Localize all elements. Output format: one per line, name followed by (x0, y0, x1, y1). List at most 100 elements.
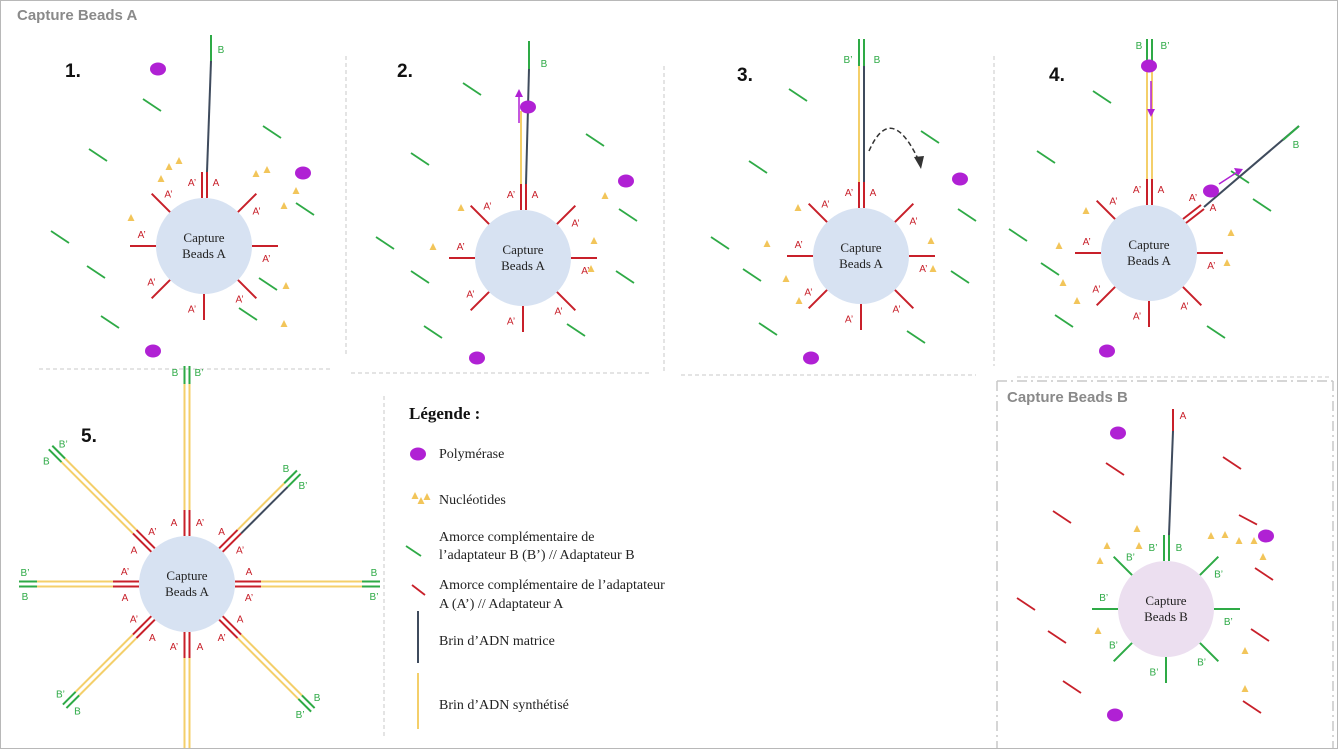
nucleotide-icon (282, 282, 290, 289)
legend-polymerase-icon (410, 447, 426, 461)
nucleotide-icon (1221, 531, 1229, 538)
primer-label: A’ (1133, 311, 1141, 322)
primer-label: A’ (188, 304, 196, 315)
adapter-b-strand (301, 694, 316, 709)
primer-b-strand (375, 236, 395, 250)
primer-label: A’ (845, 188, 853, 199)
capture-bead-a-label: Capture (502, 242, 543, 257)
primer-a-strand (1062, 680, 1082, 694)
polymerase-icon (295, 166, 311, 180)
primer-label: A (532, 190, 539, 201)
strand-label: B’ (299, 481, 308, 492)
step-4-label: 4. (1049, 65, 1065, 86)
primer-b-strand (906, 330, 926, 344)
synthesized-strand (240, 633, 303, 697)
template-strand (525, 68, 530, 185)
primer-label: B’ (1149, 543, 1158, 554)
primer-strand (556, 291, 577, 312)
capture-bead-a (1101, 205, 1197, 301)
capture-bead-a (813, 208, 909, 304)
legend-primer-b-label-2: l’adaptateur B (B’) // Adaptateur B (439, 548, 635, 563)
capture-bead-a-label: Beads A (501, 258, 545, 273)
primer-b-strand (1252, 198, 1272, 212)
nucleotide-icon (127, 214, 135, 221)
capture-bead-b (1118, 561, 1214, 657)
adapter-b-strand (297, 698, 312, 713)
strand-label: B (22, 592, 29, 603)
nucleotide-icon (1055, 242, 1063, 249)
capture-bead-a-label: Beads A (182, 246, 226, 261)
nucleotide-icon (252, 170, 260, 177)
primer-b-strand (262, 125, 282, 139)
primer-a-strand (1016, 597, 1036, 611)
strand-label: B (1293, 140, 1300, 151)
primer-b-strand (423, 325, 443, 339)
nucleotide-icon (1259, 553, 1267, 560)
primer-b-strand (920, 130, 940, 144)
primer-strand (807, 289, 828, 310)
primer-b-strand (742, 268, 762, 282)
polymerase-icon (952, 172, 968, 186)
nucleotide-icon (1241, 647, 1249, 654)
primer-b-strand (462, 82, 482, 96)
adapter-b-strand (1282, 125, 1300, 141)
primer-strand (135, 529, 156, 549)
primer-label: A’ (1109, 196, 1117, 207)
primer-label: A’ (262, 254, 270, 265)
primer-strand (135, 619, 156, 639)
nucleotide-icon (1223, 259, 1231, 266)
adapter-b-strand (283, 469, 298, 484)
polymerase-icon (520, 100, 536, 114)
primer-b-strand (758, 322, 778, 336)
nucleotide-icon (280, 202, 288, 209)
primer-b-strand (258, 277, 278, 291)
arrow-head (1234, 168, 1243, 176)
adapter-b-strand (51, 445, 66, 460)
polymerase-icon (469, 351, 485, 365)
primer-label: A’ (1133, 185, 1141, 196)
primer-a-strand (1105, 462, 1125, 476)
capture-bead-a-label: Beads A (839, 256, 883, 271)
polymerase-icon (803, 351, 819, 365)
strand-label: B (874, 55, 881, 66)
capture-bead-a-label: Capture (183, 230, 224, 245)
nucleotide-icon (457, 204, 465, 211)
primer-strand (469, 291, 490, 312)
primer-label: B’ (1197, 658, 1206, 669)
primer-label: A’ (919, 264, 927, 275)
legend-polymerase-label: Polymérase (439, 447, 505, 462)
primer-label: A’ (235, 295, 243, 306)
primer-b-strand (86, 265, 106, 279)
nucleotide-icon (417, 497, 425, 504)
primer-b-strand (1206, 325, 1226, 339)
legend-primer-b-label-1: Amorce complémentaire de (439, 530, 595, 545)
polymerase-icon (150, 62, 166, 76)
primer-label: A (1158, 185, 1165, 196)
primer-strand (807, 202, 828, 223)
step-1-label: 1. (65, 61, 81, 82)
nucleotide-icon (763, 240, 771, 247)
adapter-b-strand (287, 473, 302, 488)
nucleotide-icon (1082, 207, 1090, 214)
primer-label: A (870, 188, 877, 199)
strand-label: B’ (370, 592, 379, 603)
primer-label: B’ (1126, 552, 1135, 563)
step-5-label: 5. (81, 426, 97, 447)
primer-label: A’ (138, 230, 146, 241)
adapter-b-strand (62, 691, 77, 706)
nucleotide-icon (423, 493, 431, 500)
primer-b-strand (957, 208, 977, 222)
primer-b-strand (88, 148, 108, 162)
primer-label: A’ (554, 307, 562, 318)
nucleotide-icon (782, 275, 790, 282)
strand-label: B’ (195, 368, 204, 379)
primer-strand (237, 279, 258, 300)
primer-label: A’ (507, 190, 515, 201)
primer-label: A (1210, 203, 1217, 214)
primer-strand (469, 204, 490, 225)
arrow-head (515, 89, 523, 97)
primer-strand (894, 289, 915, 310)
nucleotide-icon (1250, 537, 1258, 544)
nucleotide-icon (1235, 537, 1243, 544)
nucleotide-icon (429, 243, 437, 250)
